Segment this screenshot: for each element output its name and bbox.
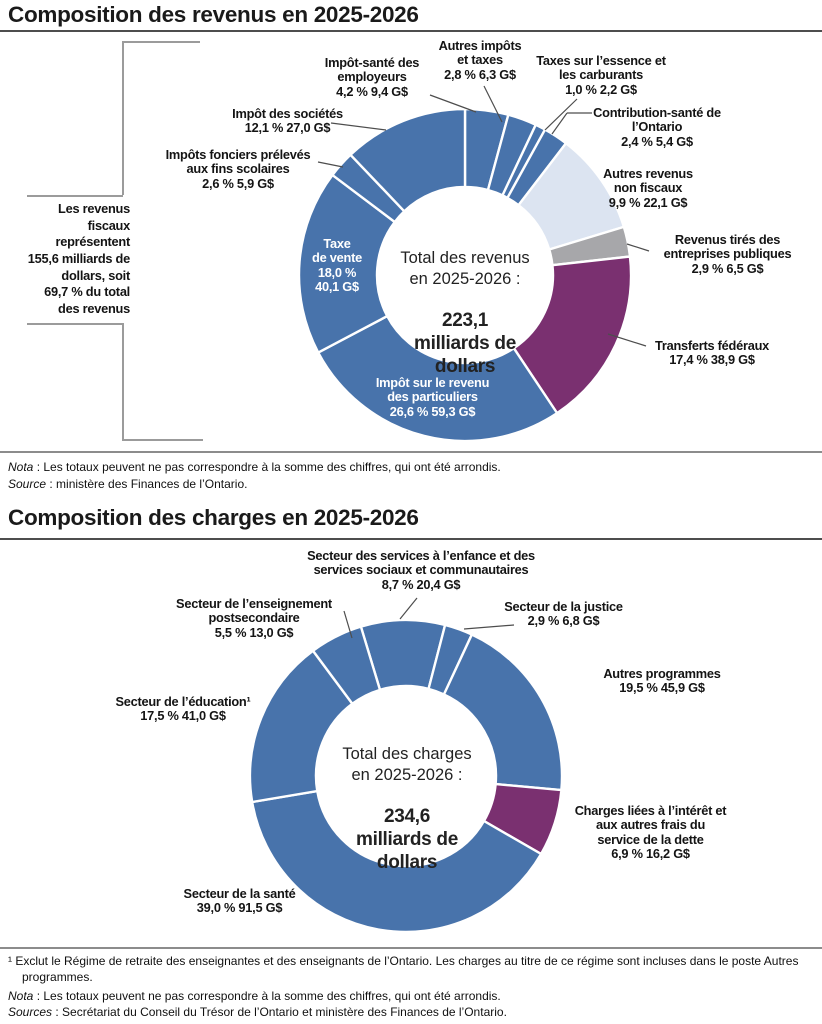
nota-label: Nota <box>8 460 34 474</box>
leader-line-societes <box>330 122 387 131</box>
label-transferts-federaux: Transferts fédéraux 17,4 % 38,9 G$ <box>654 338 770 368</box>
leader-line-fonciers <box>317 161 344 168</box>
nota-text: : Les totaux peuvent ne pas correspondre… <box>33 460 501 474</box>
charges-donut-chart <box>248 597 564 934</box>
label-entreprises-publiques: Revenus tirés des entreprises publiques … <box>663 232 792 276</box>
section1-title-rule <box>0 30 822 32</box>
revenus-total-value: 223,1 milliards de dollars <box>414 309 516 378</box>
charges-total-value: 234,6 milliards de dollars <box>356 805 458 874</box>
label-impots-fonciers: Impôts fonciers prélevés aux fins scolai… <box>165 147 311 191</box>
label-interet-dette: Charges liées à l’intérêt et aux autres … <box>574 803 727 862</box>
bracket-left-tick-lower <box>27 323 123 325</box>
label-impot-societes: Impôt des sociétés 12,1 % 27,0 G$ <box>232 106 343 136</box>
label-autres-revenus-non-fiscaux: Autres revenus non fiscaux 9,9 % 22,1 G$ <box>603 166 693 210</box>
section2-title-rule <box>0 538 822 540</box>
label-justice: Secteur de la justice 2,9 % 6,8 G$ <box>504 599 623 629</box>
sources-text: : Secrétariat du Conseil du Trésor de l’… <box>52 1005 507 1019</box>
source-label: Source <box>8 477 47 491</box>
charges-center-text: Total des charges en 2025-2026 : 234,6 m… <box>307 726 507 892</box>
label-taxes-essence: Taxes sur l’essence et les carburants 1,… <box>536 53 666 97</box>
source-text: : ministère des Finances de l’Ontario. <box>46 477 248 491</box>
sources-label: Sources <box>8 1005 53 1019</box>
section1-bottom-rule <box>0 451 822 453</box>
revenus-leader-lines <box>317 85 650 347</box>
charges-total-label: Total des charges en 2025-2026 : <box>342 745 472 785</box>
leader-line-contribution-d <box>551 112 568 135</box>
charges-donut-segments <box>248 618 564 934</box>
donut-segment-sante <box>250 789 543 934</box>
revenus-center-text: Total des revenus en 2025-2026 : 223,1 m… <box>365 230 565 396</box>
section1-nota: Nota : Les totaux peuvent ne pas corresp… <box>8 459 816 475</box>
label-taxe-de-vente: Taxe de vente 18,0 % 40,1 G$ <box>312 236 362 295</box>
section2-bottom-rule <box>0 947 822 949</box>
bracket-left-tick-upper <box>27 195 123 197</box>
section2-sources: Sources : Secrétariat du Conseil du Trés… <box>8 1004 816 1020</box>
revenus-donut-chart <box>297 85 650 443</box>
bracket-bottom-tick <box>122 439 203 441</box>
donut-segment-autres_programmes <box>442 632 564 792</box>
bracket-spine-lower <box>122 323 124 440</box>
donut-segment-taxe_de_vente <box>297 173 397 355</box>
donut-segment-impot_societes <box>348 107 467 213</box>
label-impot-sante-employeurs: Impôt-santé des employeurs 4,2 % 9,4 G$ <box>324 55 420 99</box>
donut-segment-enseignement_postsecondaire <box>311 625 382 706</box>
charges-leader-lines <box>343 597 515 639</box>
section1-title: Composition des revenus en 2025-2026 <box>8 2 419 27</box>
leader-line-enfance <box>399 597 418 620</box>
bracket-top-tick <box>122 41 200 43</box>
bracket-spine-upper <box>122 41 124 195</box>
label-education: Secteur de l’éducation¹ 17,5 % 41,0 G$ <box>115 694 251 724</box>
leader-line-essence <box>544 98 578 131</box>
label-contribution-sante: Contribution-santé de l’Ontario 2,4 % 5,… <box>593 105 721 149</box>
label-postsecondaire: Secteur de l’enseignement postsecondaire… <box>176 596 332 640</box>
leader-line-entreprises <box>626 243 650 252</box>
leader-line-transferts <box>607 333 647 347</box>
section2-footnote: ¹ Exclut le Régime de retraite des ensei… <box>8 954 799 985</box>
leader-line-impot-sante <box>429 94 477 113</box>
revenus-fiscaux-note: Les revenus fiscaux représentent 155,6 m… <box>27 201 130 316</box>
donut-segment-impot_revenu_particuliers <box>316 314 559 443</box>
label-autres-programmes: Autres programmes 19,5 % 45,9 G$ <box>603 666 721 696</box>
leader-line-autres-impots <box>483 85 503 123</box>
section2-title: Composition des charges en 2025-2026 <box>8 505 419 530</box>
nota-label: Nota <box>8 989 34 1003</box>
nota-text: : Les totaux peuvent ne pas correspondre… <box>33 989 501 1003</box>
section1-source: Source : ministère des Finances de l’Ont… <box>8 476 816 492</box>
label-impot-particuliers: Impôt sur le revenu des particuliers 26,… <box>375 375 490 419</box>
label-services-enfance: Secteur des services à l’enfance et des … <box>307 548 535 592</box>
revenus-donut-segments <box>297 107 633 443</box>
label-autres-impots-taxes: Autres impôts et taxes 2,8 % 6,3 G$ <box>438 38 522 82</box>
leader-line-justice <box>463 624 515 630</box>
section2-nota: Nota : Les totaux peuvent ne pas corresp… <box>8 988 816 1004</box>
label-sante: Secteur de la santé 39,0 % 91,5 G$ <box>183 886 296 916</box>
leader-line-postsecondaire <box>343 610 353 639</box>
revenus-total-label: Total des revenus en 2025-2026 : <box>400 249 530 289</box>
